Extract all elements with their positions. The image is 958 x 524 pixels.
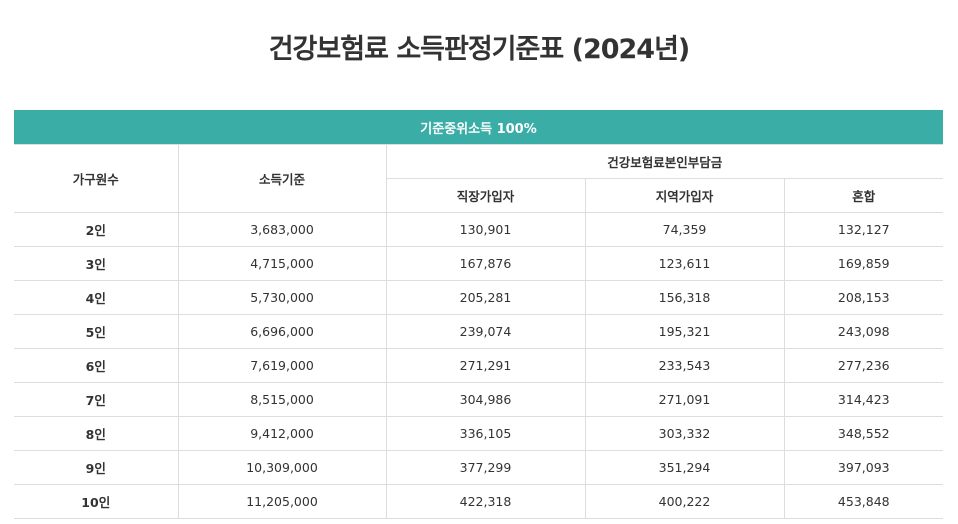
cell-regional: 351,294 (584, 450, 785, 485)
table-row: 7인 8,515,000 304,986 271,091 314,423 (14, 382, 944, 417)
table-row: 6인 7,619,000 271,291 233,543 277,236 (14, 348, 944, 383)
cell-regional: 303,332 (584, 416, 785, 451)
cell-income: 11,205,000 (177, 484, 387, 519)
cell-regional: 123,611 (584, 246, 785, 281)
cell-employee: 422,318 (385, 484, 586, 519)
cell-household: 5인 (14, 314, 179, 349)
table-row: 5인 6,696,000 239,074 195,321 243,098 (14, 314, 944, 349)
cell-mixed: 314,423 (783, 382, 944, 417)
header-household: 가구원수 (14, 144, 179, 213)
cell-employee: 304,986 (385, 382, 586, 417)
header-premium-group: 건강보험료본인부담금 (385, 144, 944, 179)
cell-income: 8,515,000 (177, 382, 387, 417)
cell-mixed: 132,127 (783, 212, 944, 247)
table-row: 2인 3,683,000 130,901 74,359 132,127 (14, 212, 944, 247)
cell-income: 6,696,000 (177, 314, 387, 349)
cell-regional: 233,543 (584, 348, 785, 383)
cell-household: 8인 (14, 416, 179, 451)
cell-employee: 205,281 (385, 280, 586, 315)
cell-regional: 156,318 (584, 280, 785, 315)
cell-household: 10인 (14, 484, 179, 519)
cell-household: 9인 (14, 450, 179, 485)
cell-mixed: 169,859 (783, 246, 944, 281)
cell-employee: 130,901 (385, 212, 586, 247)
cell-income: 5,730,000 (177, 280, 387, 315)
cell-mixed: 453,848 (783, 484, 944, 519)
table-row: 8인 9,412,000 336,105 303,332 348,552 (14, 416, 944, 451)
cell-income: 4,715,000 (177, 246, 387, 281)
cell-household: 2인 (14, 212, 179, 247)
cell-employee: 167,876 (385, 246, 586, 281)
table-row: 9인 10,309,000 377,299 351,294 397,093 (14, 450, 944, 485)
cell-employee: 377,299 (385, 450, 586, 485)
income-criteria-table: 기준중위소득 100% 가구원수 소득기준 건강보험료본인부담금 직장가입자 지… (14, 110, 944, 519)
cell-employee: 239,074 (385, 314, 586, 349)
cell-employee: 336,105 (385, 416, 586, 451)
cell-household: 6인 (14, 348, 179, 383)
cell-regional: 271,091 (584, 382, 785, 417)
cell-household: 7인 (14, 382, 179, 417)
header-mixed: 혼합 (783, 178, 944, 213)
table-row: 3인 4,715,000 167,876 123,611 169,859 (14, 246, 944, 281)
cell-household: 4인 (14, 280, 179, 315)
cell-income: 9,412,000 (177, 416, 387, 451)
income-criteria-table-wrap: 기준중위소득 100% 가구원수 소득기준 건강보험료본인부담금 직장가입자 지… (14, 110, 944, 519)
cell-household: 3인 (14, 246, 179, 281)
cell-mixed: 208,153 (783, 280, 944, 315)
header-employee: 직장가입자 (386, 178, 586, 213)
cell-mixed: 243,098 (783, 314, 944, 349)
cell-mixed: 277,236 (783, 348, 944, 383)
cell-income: 3,683,000 (177, 212, 387, 247)
table-banner: 기준중위소득 100% (14, 110, 944, 145)
header-income: 소득기준 (177, 144, 387, 213)
table-row: 4인 5,730,000 205,281 156,318 208,153 (14, 280, 944, 315)
page-title: 건강보험료 소득판정기준표 (2024년) (268, 34, 691, 66)
cell-mixed: 348,552 (783, 416, 944, 451)
cell-regional: 74,359 (584, 212, 785, 247)
table-row: 10인 11,205,000 422,318 400,222 453,848 (14, 484, 944, 519)
cell-employee: 271,291 (385, 348, 586, 383)
cell-income: 10,309,000 (177, 450, 387, 485)
header-regional: 지역가입자 (584, 178, 785, 213)
cell-regional: 195,321 (584, 314, 785, 349)
cell-mixed: 397,093 (783, 450, 944, 485)
cell-income: 7,619,000 (177, 348, 387, 383)
cell-regional: 400,222 (584, 484, 785, 519)
